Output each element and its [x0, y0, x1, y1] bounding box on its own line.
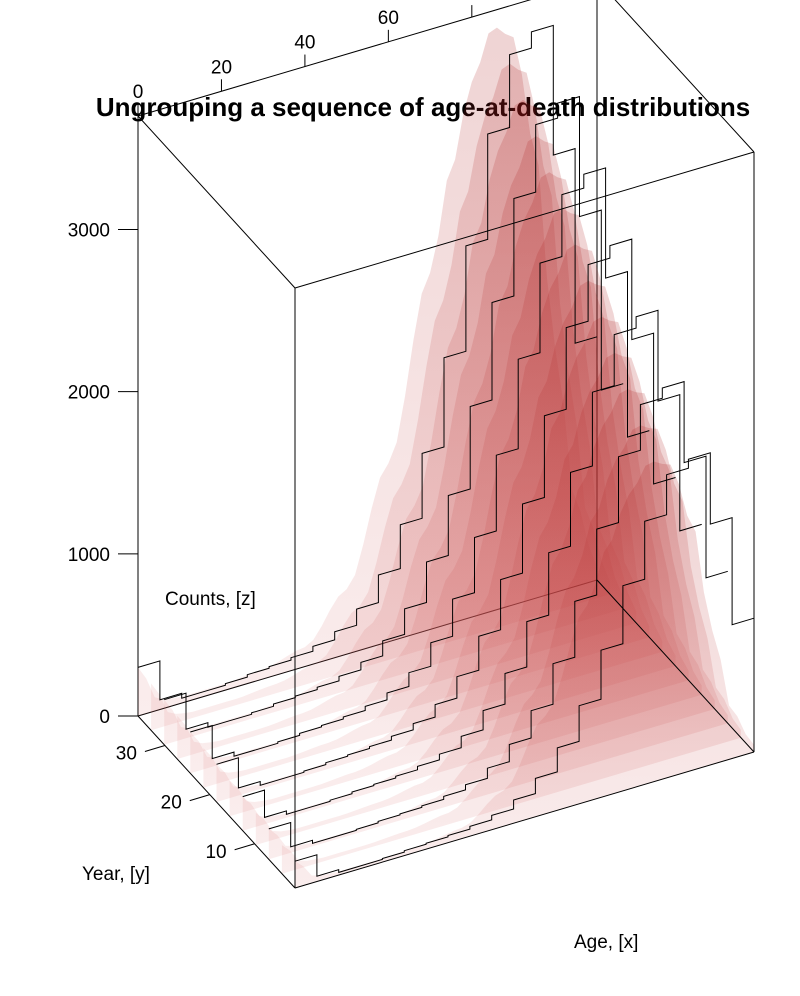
wire-profile-4: [242, 309, 702, 819]
z-tick-label-1: 1000: [68, 545, 110, 566]
surface-slice-0: [295, 461, 754, 888]
wire-profile-0: [294, 452, 755, 877]
y-tick-label-1: 20: [161, 793, 182, 814]
box-edge-front-0: [294, 751, 755, 889]
x-axis-label: Age, [x]: [574, 932, 638, 953]
x-tick-label-1: 20: [211, 57, 232, 78]
x-tick-label-0: 0: [133, 82, 144, 103]
x-tick-label-3: 60: [378, 8, 399, 29]
z-axis-label: Counts, [z]: [165, 589, 256, 610]
wire-profile-8: [190, 167, 650, 760]
chart-title: Ungrouping a sequence of age-at-death di…: [95, 92, 751, 122]
box-edge-front-6: [137, 115, 296, 289]
box-edge-back-3: [137, 0, 532, 117]
plot-box-front: [137, 0, 755, 889]
y-axis-label: Year, [y]: [82, 864, 150, 885]
box-edge-front-1: [137, 715, 296, 889]
y-tick-mark-1: [189, 794, 210, 802]
wire-profile-12: [137, 24, 598, 701]
y-tick-mark-2: [144, 745, 166, 752]
y-tick-label-0: 10: [205, 842, 226, 863]
wireframe-histogram: [137, 24, 755, 877]
box-edge-front-2: [596, 579, 755, 753]
box-edge-front-5: [294, 151, 755, 289]
box-edge-front-7: [614, 0, 755, 153]
wire-profile-10: [164, 95, 624, 730]
z-tick-label-3: 3000: [68, 221, 110, 242]
y-tick-mark-0: [234, 843, 255, 851]
z-tick-label-2: 2000: [68, 383, 110, 404]
z-tick-label-0: 0: [99, 707, 110, 728]
x-tick-label-4: 80: [461, 0, 482, 4]
y-tick-label-2: 30: [116, 743, 137, 764]
wire-profile-2: [268, 380, 728, 848]
axis-ticks: 0100020003000020406080100102030: [68, 0, 483, 863]
smooth-surface: [138, 27, 754, 888]
x-tick-label-2: 40: [294, 33, 315, 54]
wire-profile-6: [216, 238, 676, 789]
